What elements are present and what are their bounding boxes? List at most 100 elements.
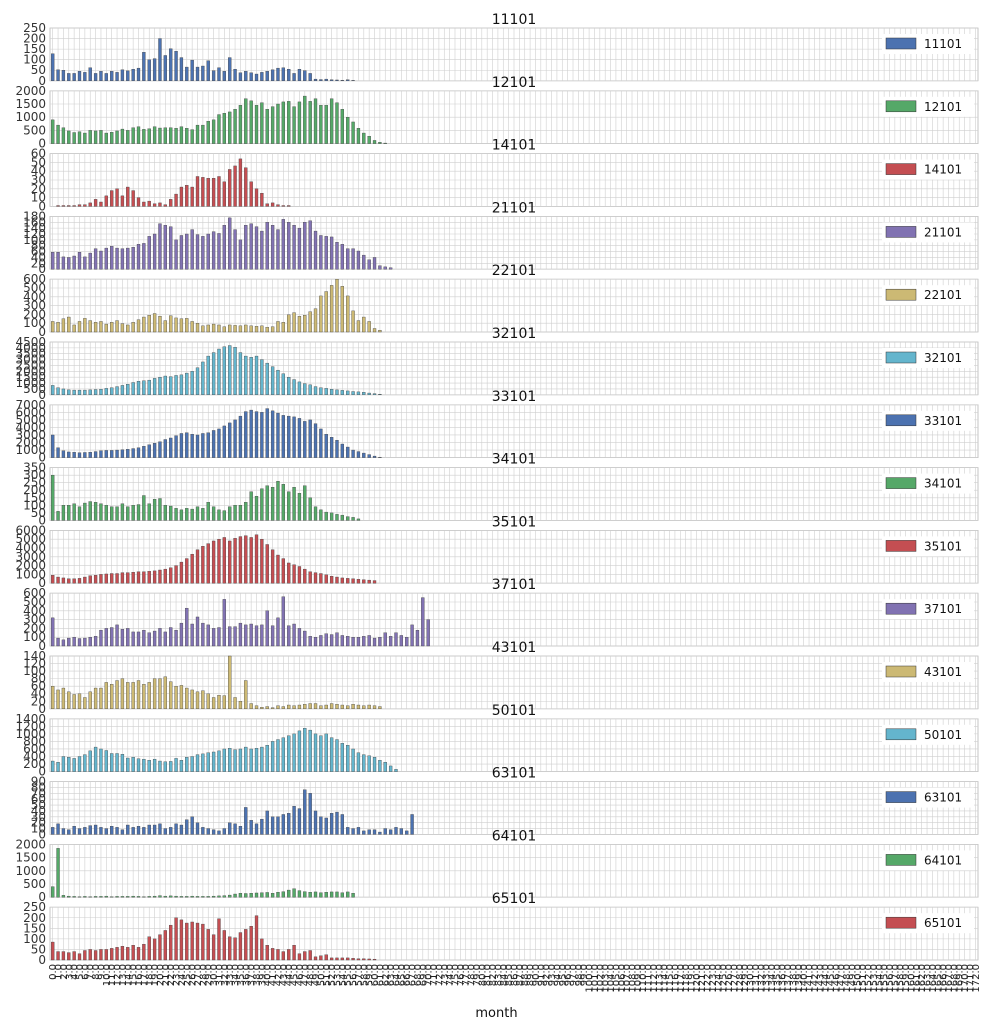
bar-64101-40.0: [266, 892, 269, 897]
bar-14101-21.0: [164, 205, 167, 207]
bar-33101-7.0: [89, 452, 92, 457]
bar-43101-2.0: [62, 688, 65, 709]
bar-32101-42.0: [277, 370, 280, 395]
bar-50101-11.0: [110, 753, 113, 771]
bar-32101-8.0: [94, 390, 97, 395]
bar-34101-29.0: [207, 502, 210, 520]
bar-63101-9.0: [99, 827, 102, 834]
bar-63101-66.0: [405, 831, 408, 835]
bar-35101-23.0: [175, 566, 178, 584]
bar-14101-12.0: [116, 189, 119, 207]
bar-43101-38.0: [255, 706, 258, 709]
bar-63101-7.0: [89, 826, 92, 835]
ytick-label: 7000: [15, 398, 46, 412]
bar-33101-30.0: [212, 430, 215, 457]
bar-43101-45.0: [293, 706, 296, 709]
legend-label-32101: 32101: [924, 351, 962, 365]
bar-50101-17.0: [142, 759, 145, 771]
bar-37101-54.0: [341, 635, 344, 646]
bar-14101-5.0: [78, 205, 81, 207]
bar-21101-56.0: [352, 249, 355, 270]
bar-22101-37.0: [250, 326, 253, 332]
bar-64101-19.0: [153, 896, 156, 897]
bar-32101-38.0: [255, 356, 258, 395]
bar-34101-26.0: [191, 509, 194, 520]
bar-32101-35.0: [239, 353, 242, 395]
bar-12101-47.0: [303, 96, 306, 144]
bar-21101-53.0: [336, 242, 339, 269]
bar-50101-24.0: [180, 760, 183, 771]
bar-21101-47.0: [303, 222, 306, 269]
bar-33101-19.0: [153, 443, 156, 457]
bar-33101-38.0: [255, 412, 258, 458]
bar-34101-7.0: [89, 502, 92, 521]
bar-34101-35.0: [239, 505, 242, 520]
bar-64101-35.0: [239, 893, 242, 897]
bar-33101-39.0: [260, 412, 263, 457]
bar-65101-35.0: [239, 933, 242, 960]
bar-11101-35.0: [239, 73, 242, 81]
bar-21101-45.0: [293, 225, 296, 269]
bar-37101-14.0: [126, 628, 129, 646]
bar-12101-30.0: [212, 120, 215, 144]
bar-22101-5.0: [78, 321, 81, 332]
bar-43101-15.0: [132, 682, 135, 708]
bar-43101-1.0: [57, 690, 60, 709]
bar-22101-58.0: [362, 317, 365, 332]
bar-32101-33.0: [228, 346, 231, 395]
bar-35101-49.0: [314, 573, 317, 584]
bar-12101-22.0: [169, 128, 172, 144]
bar-43101-37.0: [250, 704, 253, 709]
bar-37101-8.0: [94, 636, 97, 646]
bar-35101-52.0: [330, 576, 333, 583]
bar-12101-38.0: [255, 105, 258, 143]
bar-34101-4.0: [73, 504, 76, 521]
bar-32101-28.0: [201, 362, 204, 395]
bar-43101-29.0: [207, 694, 210, 709]
bar-12101-28.0: [201, 125, 204, 143]
bar-21101-7.0: [89, 253, 92, 269]
bar-34101-14.0: [126, 507, 129, 521]
bar-64101-45.0: [293, 889, 296, 897]
bar-32101-61.0: [378, 394, 381, 395]
bar-35101-42.0: [277, 555, 280, 583]
bar-43101-22.0: [169, 682, 172, 709]
bar-64101-12.0: [116, 896, 119, 897]
bar-37101-21.0: [164, 632, 167, 646]
bar-37101-9.0: [99, 630, 102, 646]
bar-50101-10.0: [105, 750, 108, 771]
bar-33101-25.0: [185, 433, 188, 458]
bar-21101-10.0: [105, 248, 108, 269]
bar-37101-63.0: [389, 636, 392, 646]
bar-21101-8.0: [94, 249, 97, 270]
bar-64101-2.0: [62, 895, 65, 897]
legend-swatch-12101: [886, 101, 916, 112]
bar-11101-49.0: [314, 79, 317, 81]
bar-50101-59.0: [368, 756, 371, 772]
panel-title-65101: 65101: [492, 891, 537, 907]
legend-label-37101: 37101: [924, 602, 962, 616]
bar-14101-11.0: [110, 191, 113, 207]
bar-32101-25.0: [185, 373, 188, 395]
bar-63101-3.0: [67, 830, 70, 835]
bar-43101-48.0: [309, 704, 312, 709]
bar-32101-0.0: [51, 385, 54, 394]
bar-43101-39.0: [260, 707, 263, 709]
bar-12101-36.0: [244, 99, 247, 144]
bar-32101-1.0: [57, 388, 60, 395]
bar-65101-29.0: [207, 929, 210, 960]
bar-11101-11.0: [110, 71, 113, 81]
bar-21101-60.0: [373, 257, 376, 269]
bar-11101-17.0: [142, 52, 145, 81]
bar-63101-55.0: [346, 827, 349, 834]
bar-32101-11.0: [110, 388, 113, 395]
legend-swatch-33101: [886, 415, 916, 426]
bar-14101-43.0: [282, 206, 285, 207]
bar-64101-9.0: [99, 896, 102, 897]
bar-12101-4.0: [73, 133, 76, 144]
bar-50101-38.0: [255, 748, 258, 771]
bar-35101-21.0: [164, 569, 167, 583]
bar-14101-18.0: [148, 201, 151, 206]
panel-title-50101: 50101: [492, 703, 537, 719]
bar-63101-44.0: [287, 813, 290, 834]
